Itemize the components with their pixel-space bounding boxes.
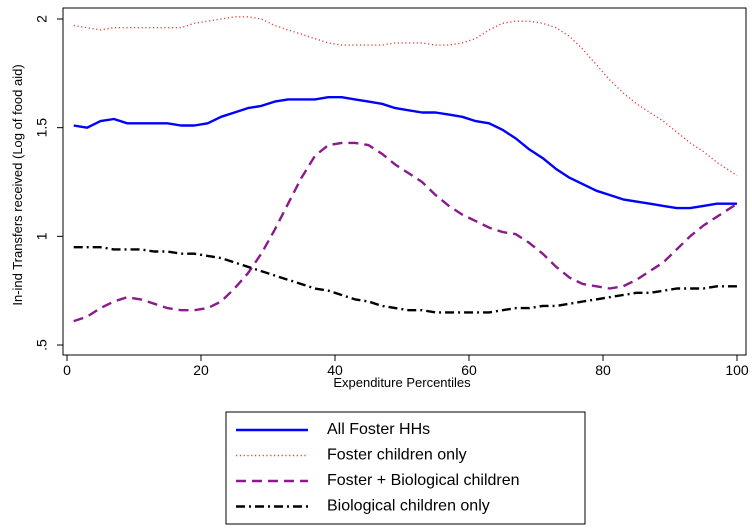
x-tick-label: 60 <box>461 362 477 378</box>
x-tick-label: 80 <box>595 362 611 378</box>
y-tick-label: 1 <box>34 232 50 240</box>
legend-label-1: All Foster HHs <box>327 421 430 438</box>
series-layer <box>73 16 738 323</box>
y-tick-label: 2 <box>34 15 50 23</box>
x-axis: 0 20 40 60 80 100 <box>63 355 749 378</box>
series-line-2 <box>73 16 738 177</box>
legend-label-2: Foster children only <box>327 447 467 464</box>
series-line-1 <box>73 96 737 210</box>
legend-label-4: Biological children only <box>327 498 490 515</box>
x-tick-label: 40 <box>327 362 343 378</box>
x-axis-title: Expenditure Percentiles <box>333 375 471 390</box>
y-tick-label: .5 <box>34 339 50 351</box>
legend-label-3: Foster + Biological children <box>327 472 520 489</box>
x-tick-label: 100 <box>725 362 749 378</box>
x-tick-label: 20 <box>193 362 209 378</box>
plot-area <box>62 7 747 356</box>
y-axis-title: In-ind Transfers received (Log of food a… <box>10 64 25 305</box>
y-axis: .5 1 1.5 2 <box>34 15 63 351</box>
legend: All Foster HHs Foster children only Foster… <box>225 411 586 525</box>
x-tick-label: 0 <box>63 362 71 378</box>
series-line-3 <box>73 141 738 323</box>
series-line-4 <box>73 246 737 314</box>
y-tick-label: 1.5 <box>34 118 50 138</box>
